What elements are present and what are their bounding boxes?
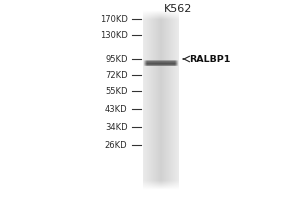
Text: 43KD: 43KD [105, 105, 128, 114]
Text: 72KD: 72KD [105, 71, 128, 79]
Text: 26KD: 26KD [105, 140, 128, 150]
Text: 170KD: 170KD [100, 15, 128, 23]
Text: 130KD: 130KD [100, 30, 128, 40]
Text: 34KD: 34KD [105, 122, 128, 132]
Text: 95KD: 95KD [105, 54, 128, 64]
Text: RALBP1: RALBP1 [189, 54, 230, 64]
Text: 55KD: 55KD [105, 86, 128, 96]
Text: K562: K562 [164, 4, 193, 14]
